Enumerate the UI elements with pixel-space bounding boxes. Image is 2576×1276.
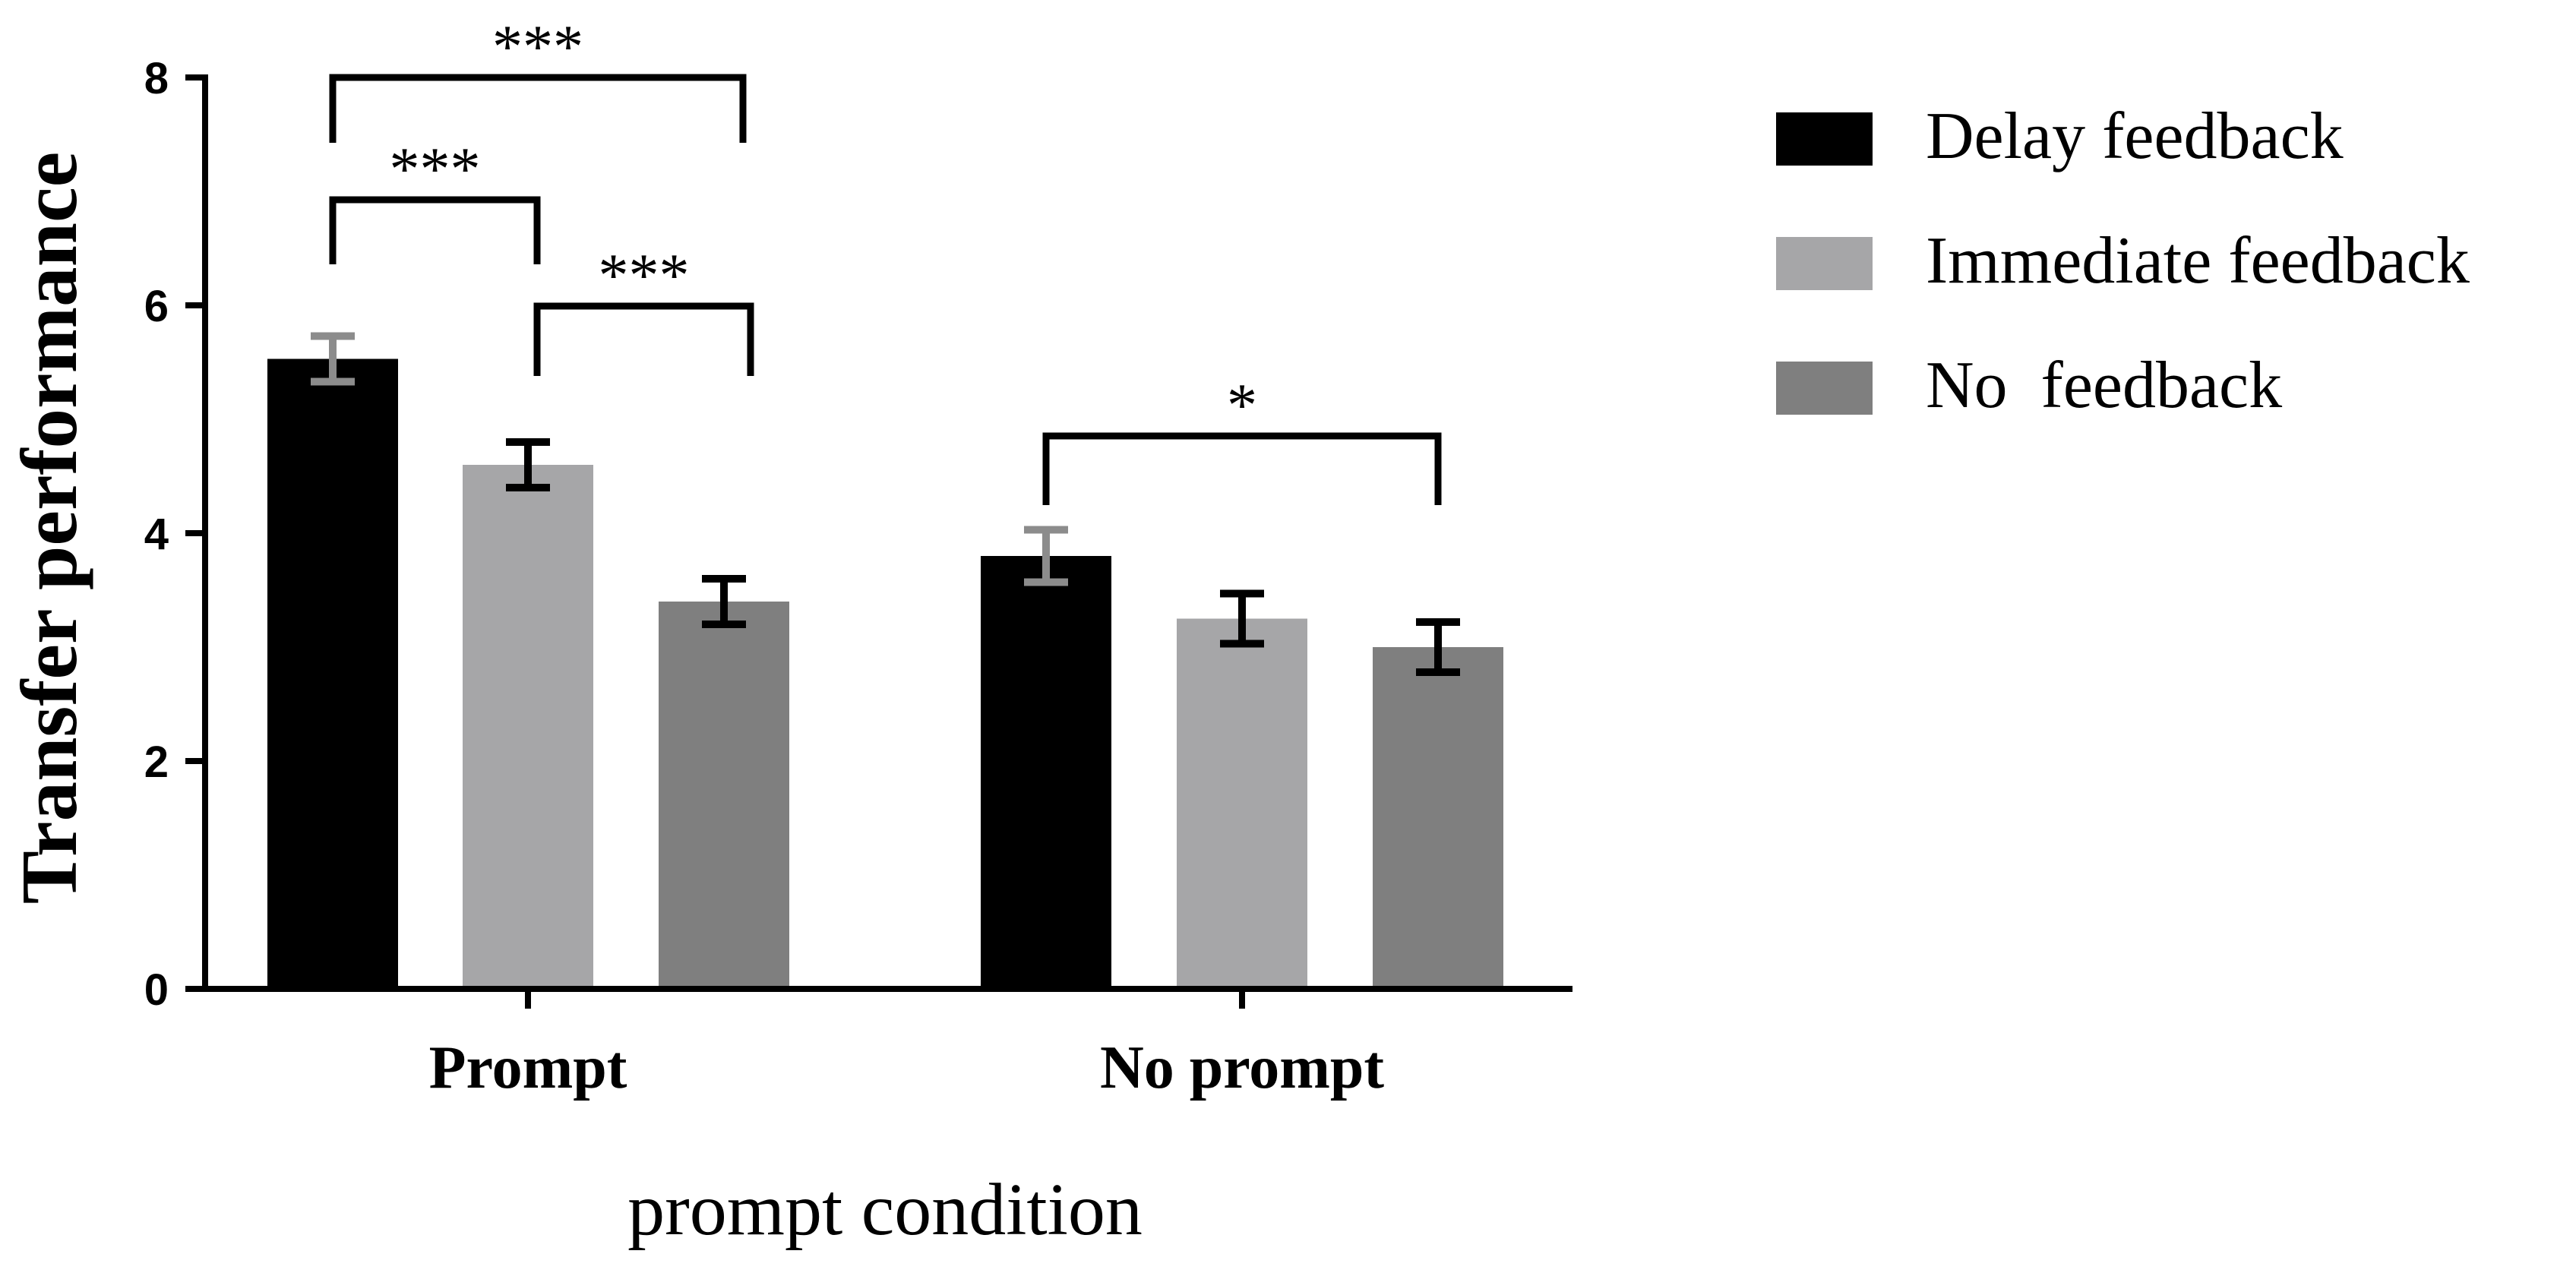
- legend-swatch-0: [1776, 112, 1873, 166]
- bar-0-1: [981, 556, 1111, 989]
- legend-label-2: No feedback: [1926, 349, 2282, 422]
- y-axis-title: Transfer performance: [5, 152, 93, 904]
- significance-bracket-2: [533, 302, 754, 376]
- error-bar-2-1: [1416, 618, 1460, 676]
- significance-label-1: ***: [390, 136, 481, 203]
- bars-layer: [267, 358, 1503, 989]
- bar-2-0: [659, 602, 789, 989]
- error-bar-0-0: [311, 332, 355, 386]
- bar-1-0: [463, 465, 593, 989]
- bar-2-1: [1373, 647, 1503, 989]
- x-tick-label-1: No prompt: [1100, 1034, 1384, 1101]
- significance-label-0: ***: [492, 14, 583, 81]
- y-tick-label-3: 6: [144, 282, 169, 331]
- legend-label-1: Immediate feedback: [1926, 224, 2470, 298]
- significance-bracket-1: [329, 196, 541, 264]
- x-axis-title: prompt condition: [627, 1169, 1143, 1251]
- bar-0-0: [267, 358, 398, 989]
- error-bar-1-0: [506, 438, 550, 491]
- y-tick-label-1: 2: [144, 737, 169, 787]
- bar-1-1: [1177, 618, 1307, 989]
- axes-layer: 0 2 4 6 8 Prompt No prompt: [144, 54, 1572, 1101]
- significance-bracket-0: [329, 74, 747, 143]
- error-bars-layer: [311, 332, 1460, 676]
- legend: Delay feedback Immediate feedback No feedb…: [1776, 99, 2470, 422]
- y-tick-label-4: 8: [144, 54, 169, 103]
- y-tick-label-2: 4: [144, 510, 169, 559]
- significance-layer: **********: [329, 14, 1442, 505]
- significance-label-3: *: [1227, 372, 1257, 439]
- error-bar-2-0: [702, 575, 746, 628]
- legend-swatch-1: [1776, 237, 1873, 290]
- significance-label-2: ***: [599, 242, 690, 309]
- legend-label-0: Delay feedback: [1926, 99, 2344, 173]
- x-tick-label-0: Prompt: [429, 1034, 627, 1101]
- y-tick-label-0: 0: [144, 965, 169, 1015]
- error-bar-0-1: [1024, 526, 1068, 586]
- error-bar-1-1: [1220, 589, 1264, 648]
- significance-bracket-3: [1042, 432, 1442, 505]
- legend-swatch-2: [1776, 362, 1873, 415]
